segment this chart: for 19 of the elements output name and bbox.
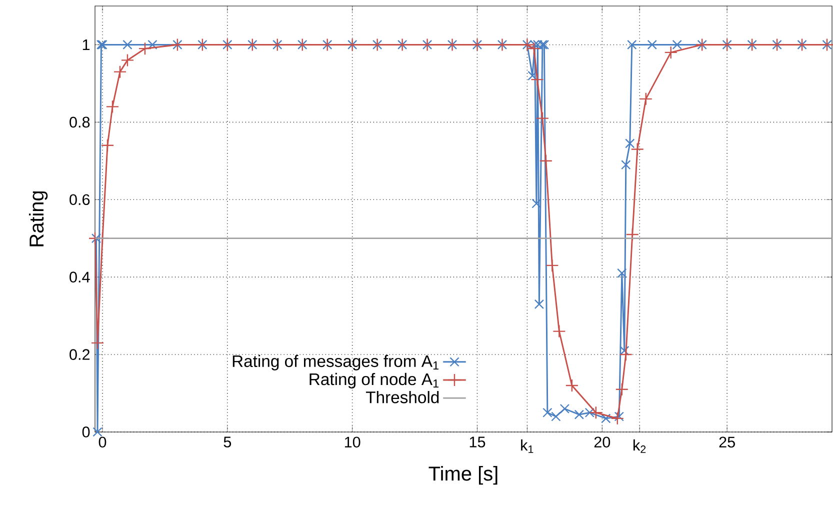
y-tick-label: 0.4	[70, 272, 90, 282]
x-tick-label: 0	[98, 436, 106, 448]
text: k$_{1}$	[521, 439, 534, 453]
legend-label: Threshold	[366, 391, 439, 404]
x-axis-title: Time [s]	[428, 466, 498, 485]
legend-label: Rating of messages from A$_{1}$	[232, 354, 438, 370]
x-tick-label: 5	[224, 436, 232, 448]
y-tick-label: 0	[82, 426, 90, 438]
y-tick-label: 0.6	[70, 194, 90, 206]
y-axis-title: Rating	[28, 191, 48, 246]
legend-label: Rating of node A$_{1}$	[310, 372, 438, 388]
x-tick-label: 25	[719, 436, 735, 448]
x-tick-label: 10	[344, 436, 360, 448]
x-tick-label: 20	[594, 436, 610, 448]
y-tick-label: 1	[82, 39, 90, 50]
y-tick-label: 0.2	[70, 349, 90, 360]
x-tick-label: 15	[470, 436, 486, 448]
y-tick-label: 0.8	[70, 116, 90, 128]
text: k$_{2}$	[634, 439, 646, 453]
